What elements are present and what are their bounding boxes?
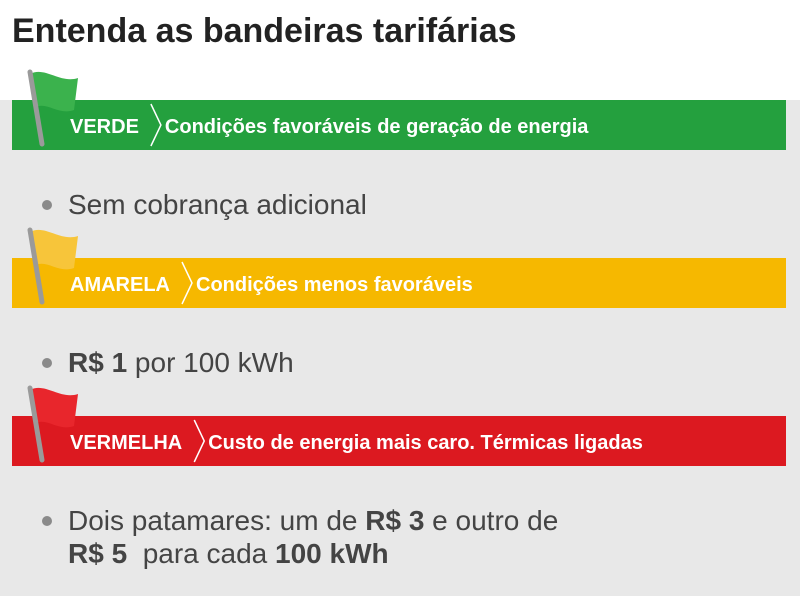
band — [12, 100, 786, 150]
bullet-text: R$ 1 por 100 kWh — [68, 347, 294, 378]
band — [12, 258, 786, 308]
bullet-dot — [42, 516, 52, 526]
flag-label: VERDE — [70, 116, 139, 138]
flag-label: AMARELA — [70, 274, 170, 296]
flag-cloth — [30, 229, 78, 270]
chevron — [181, 261, 193, 305]
panel — [0, 100, 800, 596]
bullet-part: por 100 kWh — [127, 347, 294, 378]
bullet-part: R$ 1 — [68, 347, 127, 378]
flag-description: Custo de energia mais caro. Térmicas lig… — [208, 432, 643, 454]
bullet-part: R$ 5 — [68, 538, 127, 569]
bullet-part: Sem cobrança adicional — [68, 189, 367, 220]
flag-description: Condições favoráveis de geração de energ… — [165, 116, 589, 138]
flag-pole — [27, 227, 45, 305]
bullet-part: R$ 3 — [365, 505, 424, 536]
flag-cloth — [30, 71, 78, 112]
bullet-part: e outro de — [424, 505, 558, 536]
bullet-dot — [42, 200, 52, 210]
bullet-part: 100 kWh — [275, 538, 389, 569]
chevron — [193, 419, 206, 463]
flag-label: VERMELHA — [70, 432, 182, 454]
flag-pole — [27, 69, 45, 147]
bullet-text: Dois patamares: um de R$ 3 e outro de — [68, 505, 558, 536]
chevron — [150, 103, 162, 147]
flag-description: Condições menos favoráveis — [196, 274, 473, 296]
flag-pole — [27, 385, 45, 463]
band — [12, 416, 786, 466]
title: Entenda as bandeiras tarifárias — [12, 12, 517, 50]
bullet-part: para cada — [127, 538, 275, 569]
bullet-part: Dois patamares: um de — [68, 505, 365, 536]
bullet-text: Sem cobrança adicional — [68, 189, 367, 220]
flag-cloth — [30, 387, 78, 428]
bullet-text: R$ 5 para cada 100 kWh — [68, 538, 389, 569]
bullet-dot — [42, 358, 52, 368]
